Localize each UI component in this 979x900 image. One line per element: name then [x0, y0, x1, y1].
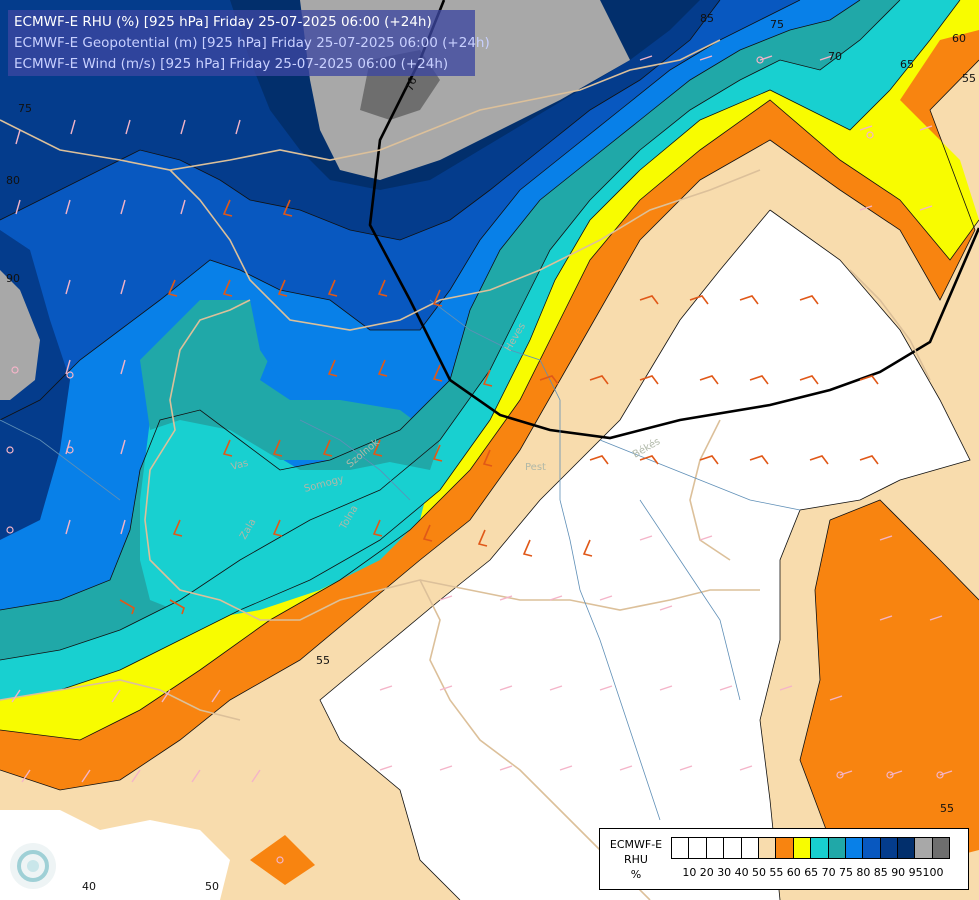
wind-barbs-light	[11, 55, 953, 783]
country-borders	[0, 39, 931, 900]
rh-50-region	[320, 210, 970, 900]
legend-swatch	[879, 837, 899, 859]
legend-tick-label: 65	[804, 866, 819, 879]
legend-tick-label: 90	[891, 866, 906, 879]
legend-tick-label: 20	[699, 866, 714, 879]
legend-variable: RHU	[624, 853, 648, 866]
logo-icon	[10, 843, 56, 889]
legend-swatch	[792, 837, 812, 859]
title-line-rhu: ECMWF-E RHU (%) [925 hPa] Friday 25-07-2…	[14, 14, 432, 30]
legend-ticks: 10 20 30 40 50 55 60 65 70 75 80 85 90 95 100	[672, 866, 972, 880]
legend-swatch	[775, 837, 794, 859]
legend-title: ECMWF-E RHU %	[604, 837, 668, 882]
rh-label-80: 80	[6, 174, 20, 187]
color-legend: ECMWF-E RHU % 10 20 30 40 50 55 60 65 70 75 80 85 90…	[599, 828, 969, 890]
calm-circles	[6, 56, 944, 864]
legend-swatch	[757, 837, 777, 859]
legend-tick-label: 50	[752, 866, 766, 879]
legend-unit: %	[630, 868, 642, 881]
rh-label-40: 40	[82, 880, 96, 893]
legend-tick-label: 70	[821, 866, 836, 879]
legend-tick-label: 30	[717, 866, 732, 879]
legend-swatch	[740, 837, 759, 859]
legend-swatch	[723, 837, 742, 859]
legend-swatch	[688, 837, 707, 859]
geopotential-contour	[368, 0, 979, 440]
geo-label-76: 76	[403, 75, 420, 93]
legend-swatch	[931, 837, 951, 859]
title-line-wind: ECMWF-E Wind (m/s) [925 hPa] Friday 25-0…	[14, 56, 449, 72]
legend-tick-label: 60	[786, 866, 801, 879]
legend-swatch	[897, 837, 916, 859]
map-title-box: ECMWF-E RHU (%) [925 hPa] Friday 25-07-2…	[8, 10, 490, 76]
title-line-geopotential: ECMWF-E Geopotential (m) [925 hPa] Frida…	[14, 35, 490, 51]
legend-swatch	[671, 837, 690, 859]
rh-label-70: 70	[828, 50, 842, 63]
rh-label-55c: 55	[940, 802, 954, 815]
legend-tick-label: 10	[682, 866, 697, 879]
legend-model: ECMWF-E	[609, 838, 663, 851]
legend-tick-label: 100	[922, 866, 944, 879]
wind-barbs-strong	[119, 199, 879, 615]
rh-80-inner-region	[250, 300, 440, 400]
legend-tick-label: 85	[873, 866, 888, 879]
rh-label-50: 50	[205, 880, 219, 893]
rh-100-west-region	[0, 270, 40, 400]
legend-swatch	[914, 837, 933, 859]
rh-label-55b: 55	[316, 654, 330, 667]
rh-label-55a: 55	[962, 72, 976, 85]
contour-labels: 76 85 75 70 65 60 55 75 80 90 55 55 50 4…	[6, 12, 976, 893]
rh-label-85: 85	[700, 12, 714, 25]
rh-60-se-region	[800, 500, 979, 860]
rh-label-75b: 75	[18, 102, 32, 115]
legend-tick-label: 95	[908, 866, 923, 879]
legend-swatch	[827, 837, 846, 859]
rh-label-65: 65	[900, 58, 914, 71]
rh-label-75a: 75	[770, 18, 784, 31]
place-label-pest: Pest	[525, 462, 546, 473]
legend-swatch	[705, 837, 725, 859]
legend-tick-label: 75	[839, 866, 853, 879]
rh-50-sw-region	[0, 810, 230, 900]
legend-swatches	[671, 837, 951, 859]
rh-75-inner-region	[140, 300, 440, 470]
legend-swatch	[810, 837, 829, 859]
legend-swatch	[844, 837, 864, 859]
legend-tick-label: 55	[769, 866, 784, 879]
place-label-vas: Vas	[230, 458, 250, 473]
rh-label-90: 90	[6, 272, 20, 285]
legend-tick-label: 80	[856, 866, 871, 879]
rivers	[0, 299, 801, 821]
legend-tick-label: 40	[734, 866, 749, 879]
rh-label-60: 60	[952, 32, 966, 45]
legend-swatch	[862, 837, 881, 859]
